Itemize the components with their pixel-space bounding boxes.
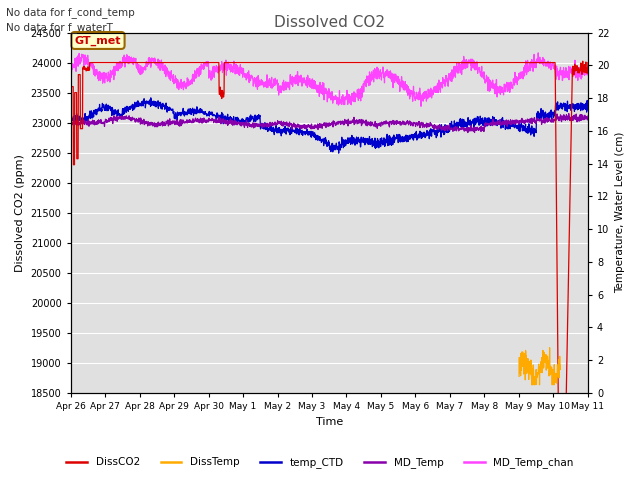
Text: No data for f_waterT: No data for f_waterT (6, 22, 113, 33)
Title: Dissolved CO2: Dissolved CO2 (274, 15, 385, 30)
X-axis label: Time: Time (316, 417, 343, 427)
Y-axis label: Temperature, Water Level (cm): Temperature, Water Level (cm) (615, 132, 625, 293)
Legend: DissCO2, DissTemp, temp_CTD, MD_Temp, MD_Temp_chan: DissCO2, DissTemp, temp_CTD, MD_Temp, MD… (62, 453, 578, 472)
Text: No data for f_cond_temp: No data for f_cond_temp (6, 7, 135, 18)
Y-axis label: Dissolved CO2 (ppm): Dissolved CO2 (ppm) (15, 154, 25, 272)
Text: GT_met: GT_met (75, 36, 121, 46)
